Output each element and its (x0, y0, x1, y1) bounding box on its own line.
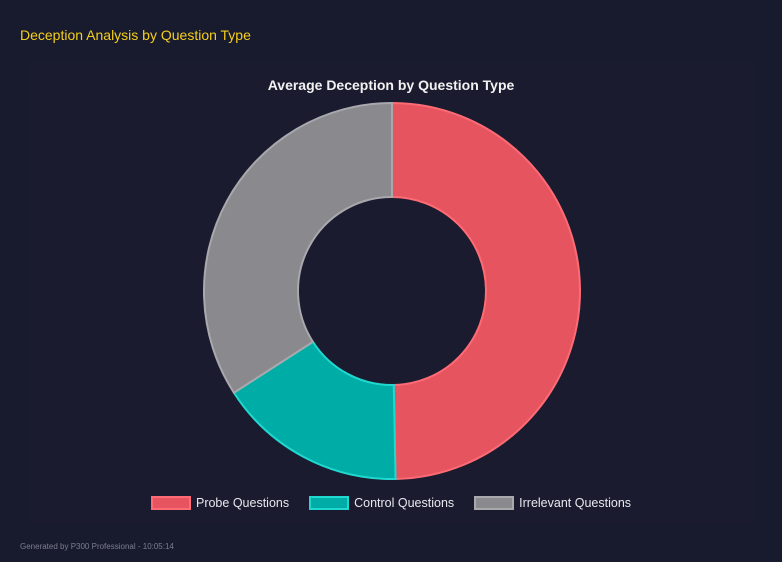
legend-swatch (150, 496, 191, 510)
donut-slice-control-questions[interactable] (232, 340, 397, 480)
legend-label: Control Questions (354, 496, 455, 510)
chart-legend: Probe Questions Control Questions Irreleva… (0, 496, 782, 510)
legend-label: Probe Questions (195, 496, 290, 510)
legend-item[interactable]: Irrelevant Questions (474, 496, 631, 510)
page-heading: Deception Analysis by Question Type (20, 27, 251, 43)
chart-title: Average Deception by Question Type (267, 77, 515, 93)
legend-item[interactable]: Probe Questions (150, 496, 290, 510)
footer-text: Generated by P300 Professional - 10:05:1… (20, 542, 174, 551)
legend-swatch (474, 496, 515, 510)
legend-item[interactable]: Control Questions (309, 496, 454, 510)
donut-slice-probe-questions[interactable] (391, 101, 582, 480)
legend-swatch (309, 496, 350, 510)
donut-slice-irrelevant-questions[interactable] (203, 101, 393, 395)
legend-label: Irrelevant Questions (519, 496, 632, 510)
